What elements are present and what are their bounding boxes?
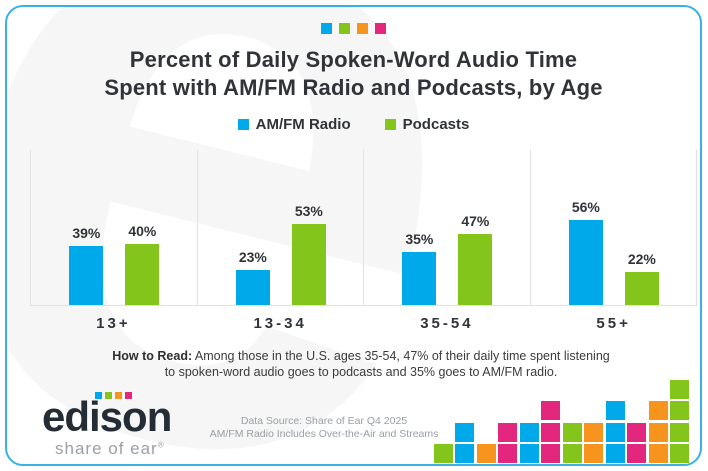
chart-title-line2: Spent with AM/FM Radio and Podcasts, by … xyxy=(104,75,603,100)
data-source-line2: AM/FM Radio Includes Over-the-Air and St… xyxy=(209,428,439,440)
equalizer-mosaic-decoration xyxy=(433,379,689,463)
legend-item-am-fm-radio: AM/FM Radio xyxy=(237,116,351,133)
mosaic-column-6 xyxy=(541,401,560,463)
bar-value-label: 40% xyxy=(128,223,157,239)
cyan-mosaic-square xyxy=(605,401,625,420)
bar-value-label: 39% xyxy=(72,225,101,241)
logo-color-dots xyxy=(95,392,132,399)
cyan-mosaic-square xyxy=(455,444,474,463)
mosaic-column-11 xyxy=(648,401,668,463)
bar-value-label: 22% xyxy=(627,251,656,267)
chart-legend: AM/FM Radio Podcasts xyxy=(7,116,700,133)
how-to-read-note: How to Read: Among those in the U.S. age… xyxy=(81,348,641,380)
chart-panel-13+: 39% 40% xyxy=(30,150,197,306)
bar-value-label: 56% xyxy=(571,199,600,215)
bar-value-label: 23% xyxy=(238,249,267,265)
orange-mosaic-square xyxy=(584,422,603,442)
pink-square-icon xyxy=(375,23,386,34)
category-label-35-54: 35-54 xyxy=(420,315,474,332)
legend-item-podcasts: Podcasts xyxy=(384,116,470,133)
mosaic-column-5 xyxy=(519,422,539,463)
bar-am-fm-radio-55+ xyxy=(568,220,603,305)
bar-am-fm-radio-35-54 xyxy=(402,252,437,305)
green-mosaic-square xyxy=(670,401,689,420)
bar-podcasts-55+ xyxy=(624,272,659,305)
category-label-13-34: 13-34 xyxy=(253,315,307,332)
legend-label: AM/FM Radio xyxy=(255,116,351,133)
cyan-square-icon xyxy=(321,23,332,34)
logo-wordmark: edison xyxy=(42,393,172,440)
category-label-55+: 55+ xyxy=(596,315,631,332)
legend-swatch-icon xyxy=(384,119,396,130)
category-axis: 13+ 13-34 35-54 55+ xyxy=(30,315,697,332)
green-mosaic-square xyxy=(562,422,582,442)
pink-mosaic-square xyxy=(498,422,517,442)
bar-value-label: 53% xyxy=(294,203,323,219)
legend-label: Podcasts xyxy=(402,116,470,133)
header-color-squares xyxy=(7,23,700,34)
mosaic-column-12 xyxy=(670,379,689,463)
pink-mosaic-square xyxy=(541,401,560,420)
bar-podcasts-13+ xyxy=(125,244,160,305)
how-to-read-label: How to Read: xyxy=(112,349,193,363)
green-mosaic-square xyxy=(562,444,582,463)
green-mosaic-square xyxy=(670,379,689,399)
chart-panel-55+: 56% 22% xyxy=(529,150,697,306)
orange-dot-icon xyxy=(115,392,122,399)
orange-mosaic-square xyxy=(476,444,496,463)
mosaic-column-3 xyxy=(476,444,496,463)
cyan-mosaic-square xyxy=(605,444,625,463)
mosaic-column-2 xyxy=(455,422,474,463)
bar-podcasts-13-34 xyxy=(291,224,326,305)
mosaic-column-8 xyxy=(584,422,603,463)
category-label-13+: 13+ xyxy=(96,315,131,332)
pink-mosaic-square xyxy=(627,444,646,463)
bar-am-fm-radio-13-34 xyxy=(235,270,270,305)
orange-mosaic-square xyxy=(648,444,668,463)
orange-mosaic-square xyxy=(584,444,603,463)
pink-mosaic-square xyxy=(541,422,560,442)
mosaic-column-10 xyxy=(627,422,646,463)
data-source-note: Data Source: Share of Ear Q4 2025 AM/FM … xyxy=(164,415,484,441)
cyan-mosaic-square xyxy=(519,444,539,463)
cyan-mosaic-square xyxy=(605,422,625,442)
bar-chart: 39% 40% 23% 53% 35% 47% 56% 22% xyxy=(30,150,697,306)
pink-mosaic-square xyxy=(541,444,560,463)
data-source-line1: Data Source: Share of Ear Q4 2025 xyxy=(240,415,408,427)
cyan-mosaic-square xyxy=(519,422,539,442)
green-mosaic-square xyxy=(670,444,689,463)
how-to-read-text2: to spoken-word audio goes to podcasts an… xyxy=(164,365,558,379)
chart-title: Percent of Daily Spoken-Word Audio Time … xyxy=(7,46,700,102)
pink-mosaic-square xyxy=(627,422,646,442)
bar-value-label: 35% xyxy=(405,231,434,247)
bar-am-fm-radio-13+ xyxy=(69,246,104,305)
green-square-icon xyxy=(339,23,350,34)
orange-mosaic-square xyxy=(648,401,668,420)
legend-swatch-icon xyxy=(237,119,249,130)
green-mosaic-square xyxy=(433,444,453,463)
cyan-mosaic-square xyxy=(455,422,474,442)
pink-dot-icon xyxy=(125,392,132,399)
logo-subtitle-text: share of ear xyxy=(55,439,158,458)
mosaic-column-9 xyxy=(605,401,625,463)
mosaic-column-7 xyxy=(562,422,582,463)
chart-panel-35-54: 35% 47% xyxy=(363,150,530,306)
chart-panel-13-34: 23% 53% xyxy=(196,150,363,306)
chart-title-line1: Percent of Daily Spoken-Word Audio Time xyxy=(129,47,578,72)
bar-podcasts-35-54 xyxy=(458,234,493,305)
orange-mosaic-square xyxy=(648,422,668,442)
mosaic-column-1 xyxy=(433,444,453,463)
cyan-dot-icon xyxy=(95,392,102,399)
registered-mark: ® xyxy=(157,440,165,450)
infographic-card: e Percent of Daily Spoken-Word Audio Tim… xyxy=(5,5,702,466)
green-mosaic-square xyxy=(670,422,689,442)
pink-mosaic-square xyxy=(498,444,517,463)
how-to-read-text1: Among those in the U.S. ages 35-54, 47% … xyxy=(192,349,610,363)
mosaic-column-4 xyxy=(498,422,517,463)
orange-square-icon xyxy=(357,23,368,34)
bar-value-label: 47% xyxy=(461,213,490,229)
green-dot-icon xyxy=(105,392,112,399)
logo-subtitle: share of ear® xyxy=(55,439,165,459)
